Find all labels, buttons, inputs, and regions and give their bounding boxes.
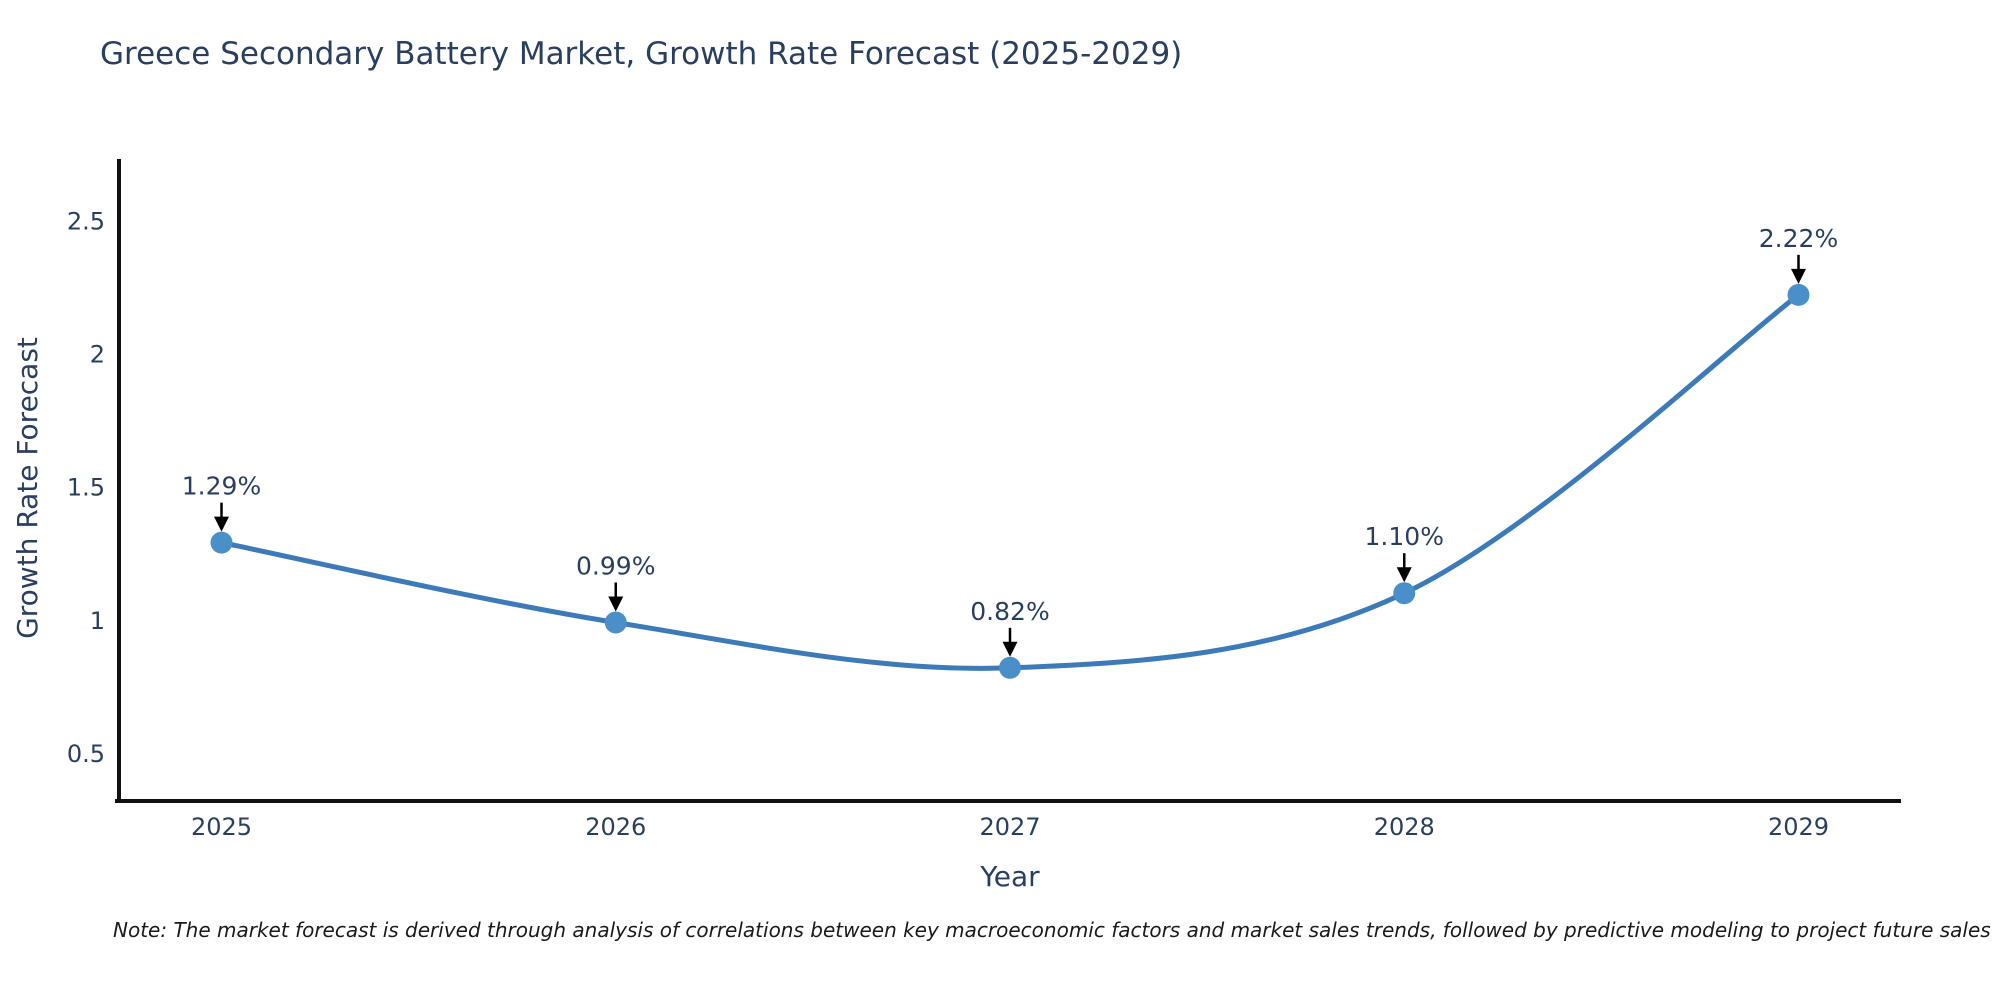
data-point-marker xyxy=(604,611,627,634)
y-tick-label: 1.5 xyxy=(67,474,105,502)
x-tick-label: 2027 xyxy=(979,813,1040,841)
y-tick-label: 0.5 xyxy=(67,740,105,768)
annotation-arrowhead xyxy=(608,596,624,612)
annotation-arrowhead xyxy=(1002,641,1018,657)
x-axis-title: Year xyxy=(980,860,1040,893)
data-point-marker xyxy=(210,531,233,554)
annotation-arrowhead xyxy=(1396,567,1412,583)
point-value-label: 1.29% xyxy=(182,472,261,501)
x-tick-label: 2025 xyxy=(191,813,252,841)
point-value-label: 1.10% xyxy=(1365,522,1444,551)
point-value-label: 0.82% xyxy=(970,597,1049,626)
x-tick-label: 2026 xyxy=(585,813,646,841)
point-value-label: 2.22% xyxy=(1759,224,1838,253)
y-tick-label: 2.5 xyxy=(67,207,105,235)
x-tick-label: 2029 xyxy=(1768,813,1829,841)
data-point-marker xyxy=(999,656,1021,679)
footnote: Note: The market forecast is derived thr… xyxy=(113,918,1991,942)
data-point-marker xyxy=(1787,283,1810,306)
annotation-arrowhead xyxy=(1790,268,1806,284)
x-tick-label: 2028 xyxy=(1374,813,1435,841)
point-value-label: 0.99% xyxy=(576,552,655,581)
y-axis-title: Growth Rate Forecast xyxy=(11,337,44,639)
y-tick-label: 2 xyxy=(90,340,105,368)
data-point-marker xyxy=(1393,582,1416,605)
y-tick-label: 1 xyxy=(90,607,105,635)
annotation-arrowhead xyxy=(214,516,230,532)
chart-title: Greece Secondary Battery Market, Growth … xyxy=(100,36,1183,72)
